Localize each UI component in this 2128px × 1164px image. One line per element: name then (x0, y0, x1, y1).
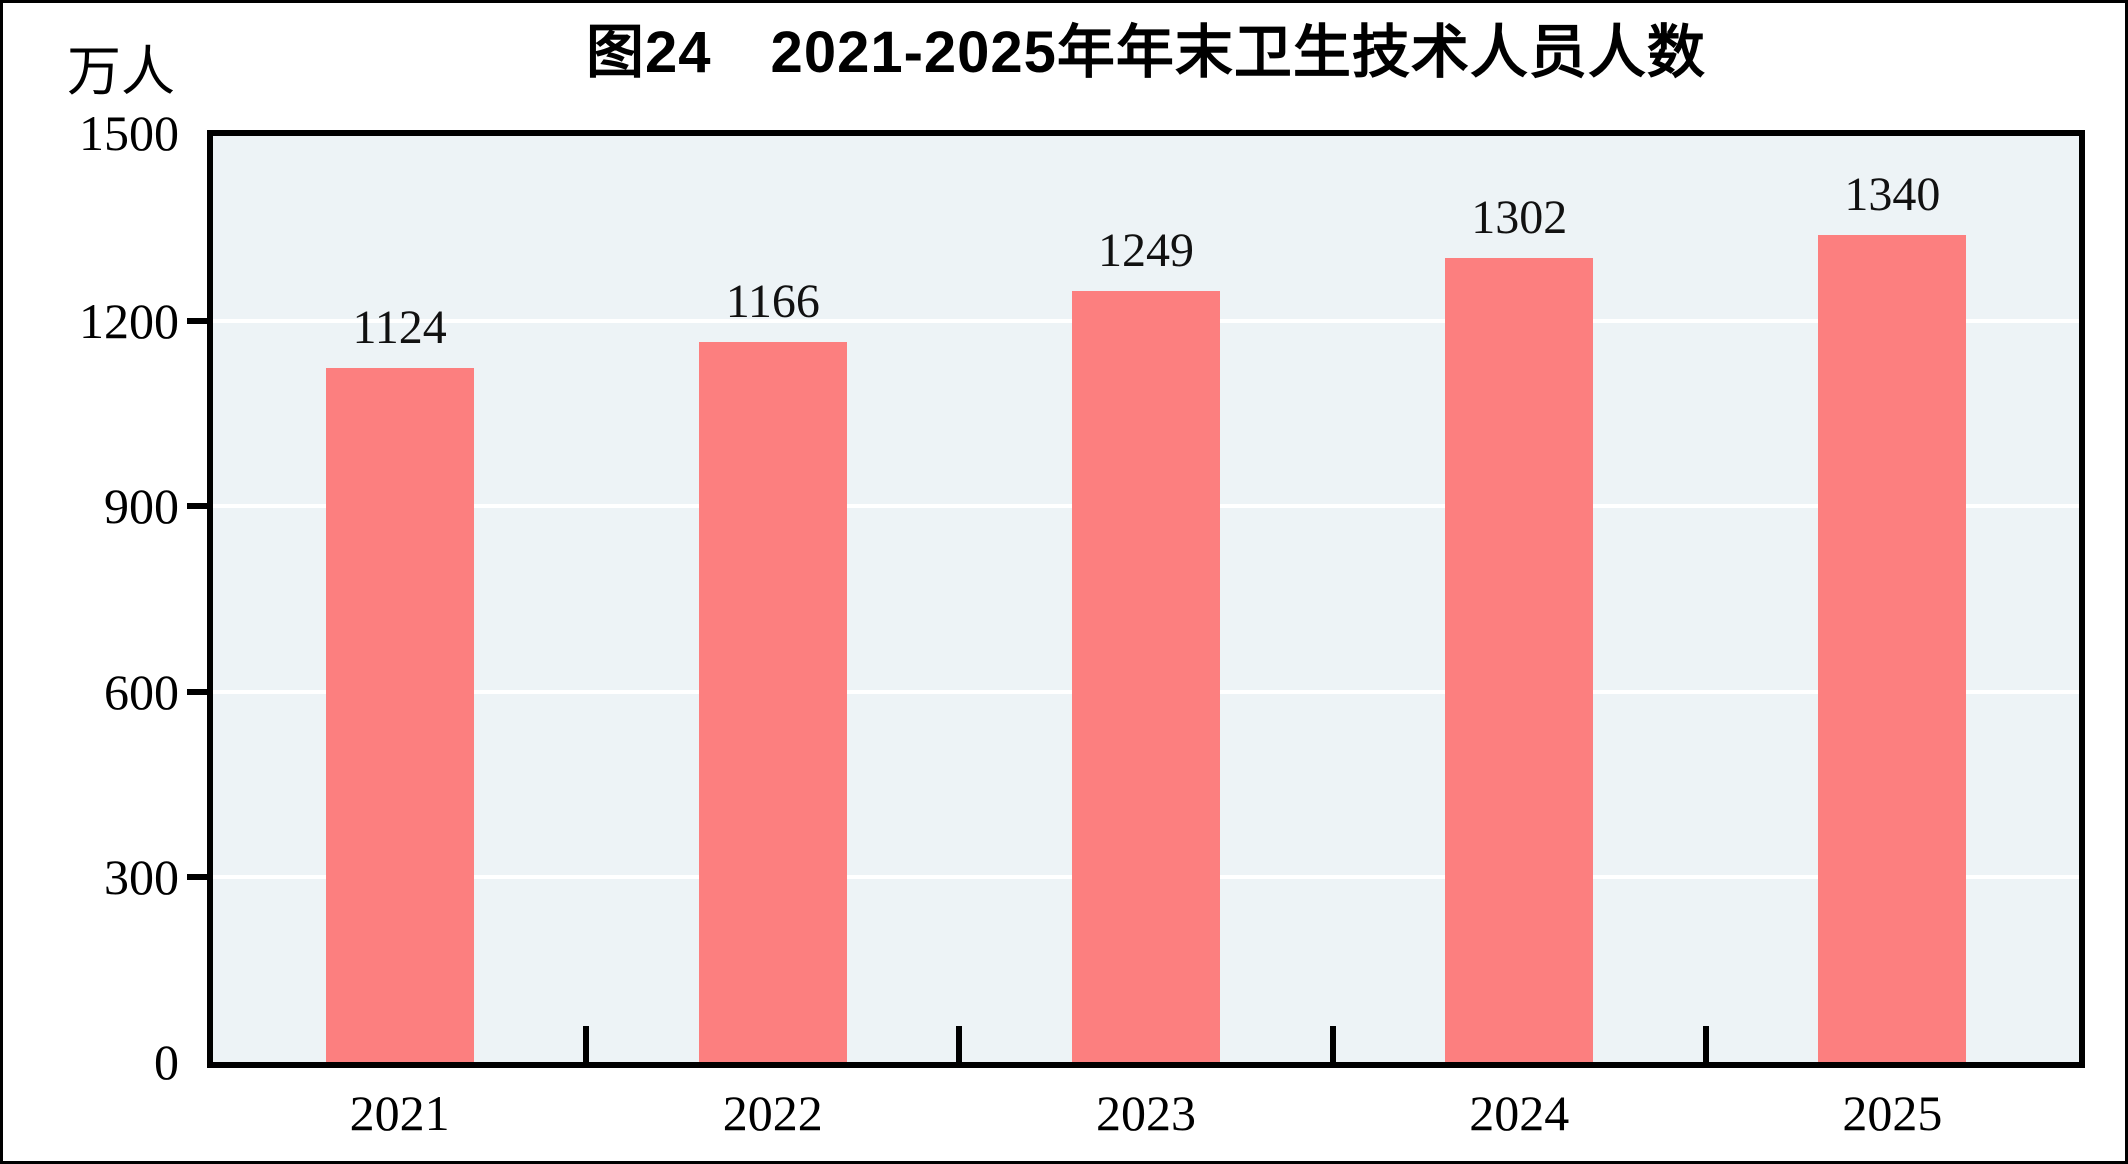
bar (1818, 234, 1967, 1062)
bar-value-label: 1124 (352, 301, 447, 355)
y-axis-tick (187, 318, 213, 325)
bar (1445, 258, 1594, 1062)
y-tick-label: 300 (104, 848, 179, 905)
y-axis-tick (187, 688, 213, 695)
y-tick-label: 0 (154, 1034, 179, 1090)
bar-value-label: 1302 (1471, 191, 1568, 245)
x-axis-tick (583, 1026, 590, 1062)
y-tick-label: 1200 (79, 293, 179, 350)
x-tick-label: 2023 (1096, 1085, 1196, 1141)
x-axis-tick (1702, 1026, 1709, 1062)
bar (698, 342, 847, 1062)
y-axis-unit-label: 万人 (67, 42, 175, 102)
x-tick-label: 2024 (1469, 1085, 1570, 1141)
x-tick-label: 2025 (1842, 1085, 1943, 1141)
bar-value-label: 1249 (1098, 223, 1194, 277)
bar-value-label: 1166 (725, 275, 820, 329)
bar (325, 368, 474, 1062)
y-axis-tick (187, 873, 213, 880)
bar (1072, 290, 1220, 1062)
x-axis-tick (956, 1026, 963, 1062)
y-tick-label: 1500 (79, 105, 179, 161)
chart-title: 图24 2021-2025年年末卫生技术人员人数 (586, 20, 1706, 85)
y-tick-label: 600 (104, 663, 179, 720)
x-axis-tick (1329, 1026, 1336, 1062)
x-tick-label: 2022 (722, 1085, 823, 1141)
x-tick-label: 2021 (349, 1085, 450, 1141)
y-axis-tick (187, 503, 213, 510)
bar-value-label: 1340 (1844, 167, 1941, 221)
y-tick-label: 900 (104, 478, 179, 535)
